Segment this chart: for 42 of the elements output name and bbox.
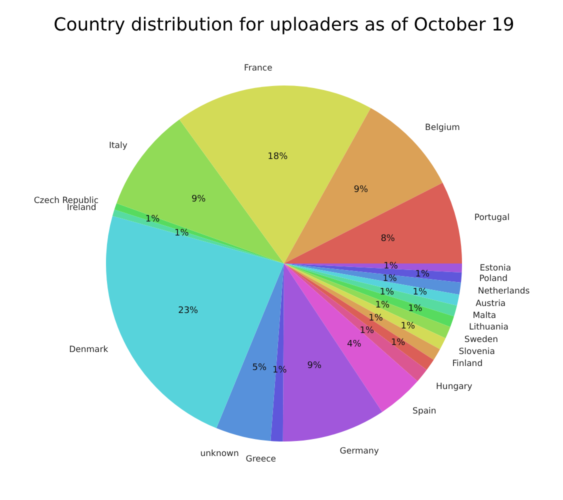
- slice-label: Hungary: [436, 382, 472, 392]
- data-label: 1%: [380, 287, 395, 298]
- data-label: 18%: [268, 152, 288, 162]
- slice-label: Greece: [246, 454, 276, 464]
- data-label: 9%: [354, 184, 369, 195]
- data-label: 1%: [384, 262, 398, 272]
- data-label: 1%: [272, 366, 288, 376]
- slice-label: Finland: [452, 358, 483, 369]
- slice-label: Lithuania: [469, 322, 508, 333]
- data-label: 9%: [307, 361, 322, 372]
- data-label: 1%: [382, 274, 398, 284]
- slice-label: Germany: [340, 446, 379, 456]
- slice-label: Belgium: [425, 122, 460, 133]
- slice-label: Malta: [472, 310, 496, 321]
- slice-label: Poland: [479, 274, 508, 284]
- slice-label: Denmark: [69, 344, 108, 355]
- slice-label: Spain: [412, 406, 436, 416]
- slice-label: Slovenia: [458, 347, 495, 358]
- data-label: 4%: [346, 339, 362, 350]
- slice-label: Italy: [108, 141, 128, 152]
- slice-label: Austria: [476, 299, 506, 310]
- slice-label: unknown: [200, 449, 239, 460]
- data-label: 9%: [191, 194, 206, 205]
- chart-title: Country distribution for uploaders as of October 19: [54, 14, 514, 36]
- data-label: 5%: [252, 362, 267, 373]
- data-label: 1%: [390, 338, 406, 348]
- data-label: 1%: [400, 321, 416, 332]
- data-label: 23%: [178, 306, 199, 316]
- data-label: 1%: [415, 270, 430, 280]
- slice-label: Netherlands: [478, 286, 530, 296]
- data-label: 8%: [380, 234, 396, 244]
- slice-label: Estonia: [480, 264, 512, 274]
- data-label: 1%: [375, 300, 390, 310]
- slice-label: Sweden: [464, 334, 498, 345]
- slice-label: Portugal: [474, 212, 510, 223]
- data-label: 1%: [408, 304, 423, 314]
- data-label: 1%: [145, 214, 160, 224]
- slice-label: France: [244, 63, 272, 74]
- data-label: 1%: [412, 287, 428, 298]
- data-label: 1%: [174, 228, 190, 238]
- data-label: 1%: [360, 326, 375, 336]
- data-label: 1%: [368, 314, 384, 324]
